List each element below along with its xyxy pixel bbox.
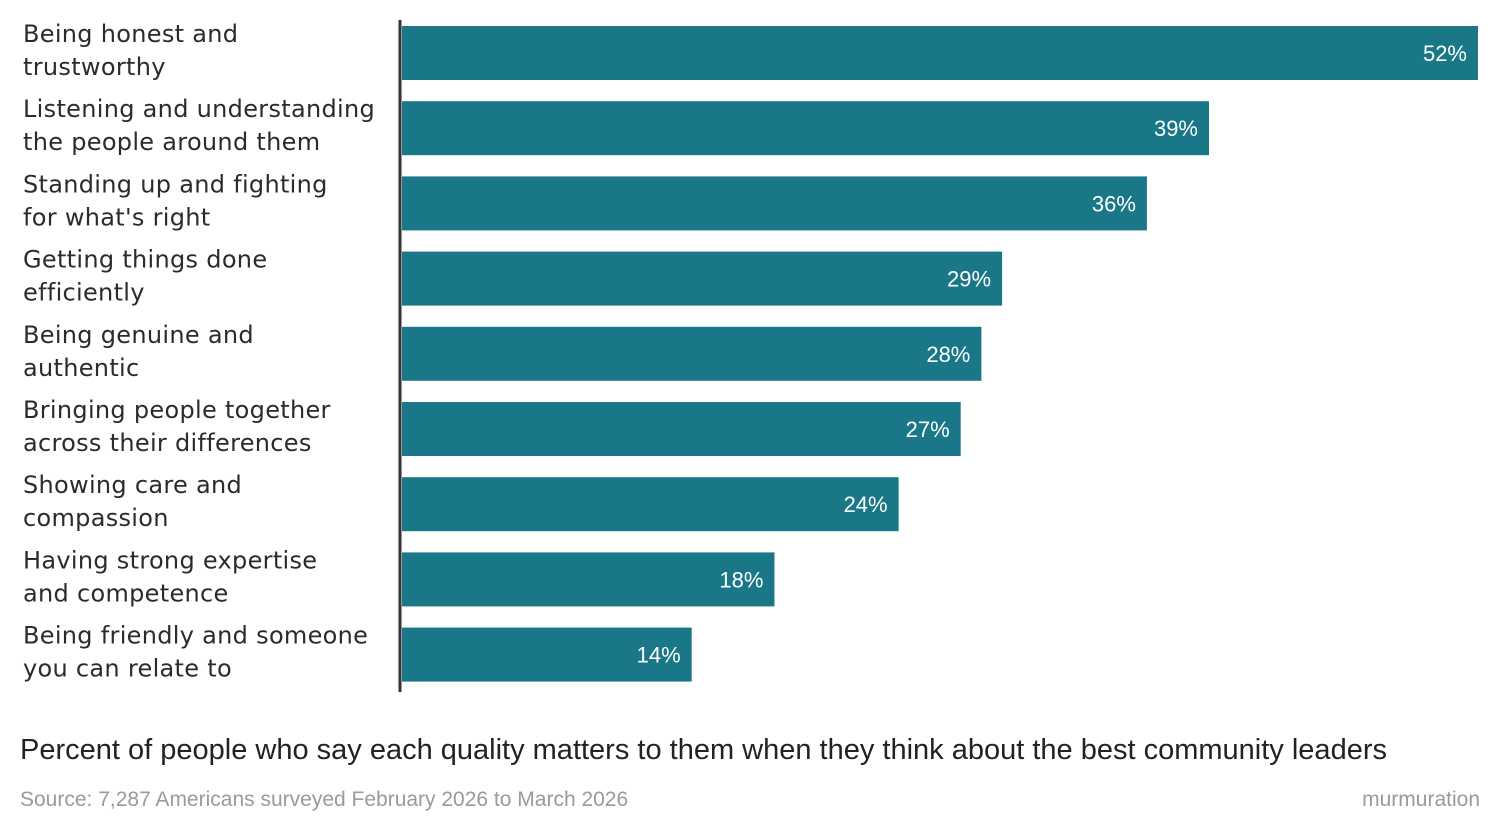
category-label-line: the people around them [23,128,320,156]
category-label-line: Having strong expertise [23,546,317,574]
category-label-line: compassion [23,504,169,532]
category-label-6: Bringing people together across their dif… [23,396,331,457]
bar-1 [402,26,1478,80]
category-label-2: Listening and understanding the people ar… [23,95,375,156]
category-label-4: Getting things done efficiently [23,246,267,307]
value-label-8: 18% [719,567,763,592]
chart-title: Percent of people who say each quality m… [20,734,1387,766]
category-label-7: Showing care and compassion [23,471,242,532]
category-label-line: Being honest and [23,20,238,48]
value-label-7: 24% [844,492,888,517]
value-label-4: 29% [947,267,991,292]
bar-9 [402,627,692,682]
bar-7 [402,477,899,532]
value-label-1: 52% [1423,41,1467,66]
bar-3 [402,176,1147,231]
value-label-5: 28% [926,342,970,367]
category-label-line: Listening and understanding [23,95,375,123]
category-label-line: you can relate to [23,655,232,683]
category-label-line: authentic [23,354,140,382]
value-label-3: 36% [1092,191,1136,216]
bar-chart: 52% Being honest and trustworthy 39% Listeni… [23,20,1478,692]
category-label-line: Being friendly and someone [23,622,368,650]
category-label-line: for what's right [23,203,211,231]
category-label-line: Getting things done [23,246,267,274]
category-label-line: efficiently [23,279,145,307]
category-label-line: across their differences [23,429,312,457]
brand-logo-text: murmuration [1362,788,1480,811]
category-label-3: Standing up and fighting for what's right [23,170,328,231]
category-label-9: Being friendly and someone you can relate… [23,622,368,683]
category-label-line: Being genuine and [23,321,254,349]
category-label-line: trustworthy [23,53,166,81]
category-label-line: Standing up and fighting [23,170,328,198]
category-label-line: Bringing people together [23,396,331,424]
category-label-8: Having strong expertise and competence [23,546,317,607]
source-note: Source: 7,287 Americans surveyed Februar… [20,788,629,811]
value-label-9: 14% [637,643,681,668]
category-label-1: Being honest and trustworthy [23,20,238,81]
category-label-line: and competence [23,579,229,607]
bar-4 [402,251,1003,306]
bar-5 [402,326,982,381]
value-label-6: 27% [906,417,950,442]
bar-6 [402,402,961,456]
category-label-line: Showing care and [23,471,242,499]
value-label-2: 39% [1154,116,1198,141]
category-label-5: Being genuine and authentic [23,321,254,382]
bar-8 [402,552,775,607]
bar-2 [402,101,1209,156]
